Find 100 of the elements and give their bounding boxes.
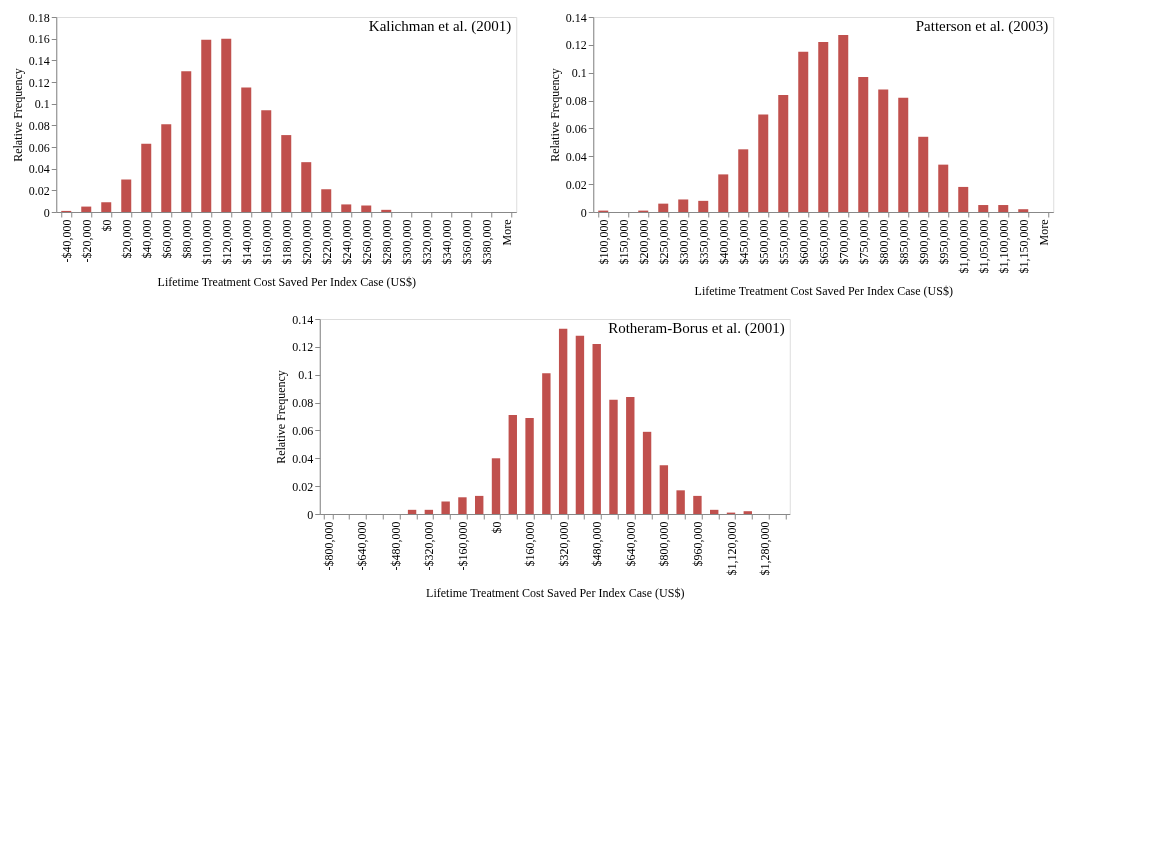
y-tick-label: 0.06	[28, 140, 50, 155]
x-tick-label: $380,000	[479, 219, 494, 265]
bar	[542, 373, 551, 514]
y-tick-label: 0.08	[565, 94, 587, 109]
y-tick-label: 0	[307, 507, 314, 522]
bar	[659, 465, 669, 514]
x-tick-label: $600,000	[796, 219, 811, 265]
x-tick-label: $160,000	[259, 219, 274, 265]
bar	[678, 199, 689, 212]
bar	[858, 76, 869, 212]
x-tick-label: More	[1036, 219, 1051, 246]
bar	[407, 509, 417, 514]
x-tick-label: $1,050,000	[976, 219, 991, 274]
y-tick-label: 0.16	[28, 32, 50, 47]
bar	[998, 205, 1009, 212]
x-tick-label: -$320,000	[422, 521, 437, 571]
x-tick-label: $1,150,000	[1016, 219, 1031, 274]
bar	[676, 490, 685, 514]
bar	[525, 417, 534, 514]
x-tick-label: $400,000	[716, 219, 731, 265]
x-tick-label: -$20,000	[79, 219, 94, 263]
bar	[718, 174, 729, 212]
x-tick-label: $550,000	[776, 219, 791, 265]
y-tick-label: 0.12	[565, 38, 587, 53]
y-tick-label: 0.18	[28, 10, 50, 25]
bar	[738, 149, 749, 212]
bar	[491, 458, 501, 514]
x-tick-label: $960,000	[690, 521, 705, 567]
bar	[958, 186, 969, 212]
y-tick-label: 0.04	[28, 162, 50, 177]
bar	[1018, 209, 1029, 212]
bar	[508, 415, 517, 514]
bar	[710, 509, 719, 514]
bar	[121, 179, 132, 212]
bar	[221, 38, 232, 212]
x-tick-label: $320,000	[556, 521, 571, 567]
x-tick-label: $1,100,000	[996, 219, 1011, 274]
x-tick-label: $150,000	[616, 219, 631, 265]
bar	[978, 205, 989, 212]
bar	[141, 143, 152, 212]
bar	[441, 501, 450, 514]
x-tick-label: $280,000	[379, 219, 394, 265]
y-tick-label: 0.04	[292, 451, 314, 466]
x-tick-label: $480,000	[590, 521, 605, 567]
x-tick-label: $950,000	[936, 219, 951, 265]
bar	[261, 110, 272, 212]
bar	[458, 497, 467, 514]
y-tick-label: 0.12	[292, 340, 314, 355]
bar	[758, 114, 769, 212]
x-tick-label: $250,000	[656, 219, 671, 265]
bar	[878, 89, 889, 212]
x-tick-label: $20,000	[119, 219, 134, 259]
y-axis-title: Relative Frequency	[274, 370, 289, 464]
bar	[81, 206, 92, 212]
x-tick-label: $220,000	[319, 219, 334, 265]
bar	[798, 51, 809, 212]
bar	[743, 511, 752, 514]
x-tick-label: $700,000	[836, 219, 851, 265]
y-tick-label: 0.06	[292, 423, 314, 438]
bar	[642, 431, 652, 514]
x-tick-label: $240,000	[339, 219, 354, 265]
x-tick-label: -$800,000	[321, 521, 336, 571]
bar	[918, 136, 929, 212]
bar	[838, 35, 849, 212]
bar	[101, 202, 112, 212]
x-tick-label: $1,280,000	[758, 521, 773, 576]
bar	[698, 200, 709, 212]
x-tick-label: $200,000	[299, 219, 314, 265]
bar	[575, 335, 585, 514]
x-tick-label: -$640,000	[355, 521, 370, 571]
x-tick-label: $0	[99, 219, 114, 232]
bar	[381, 209, 392, 212]
x-tick-label: $350,000	[696, 219, 711, 265]
x-tick-label: $450,000	[736, 219, 751, 265]
bar	[818, 42, 829, 212]
x-tick-label: $800,000	[876, 219, 891, 265]
bar	[321, 189, 332, 212]
y-tick-label: 0.12	[28, 75, 50, 90]
bar	[558, 328, 568, 514]
bar	[181, 71, 192, 212]
bar	[361, 205, 372, 212]
x-tick-label: $340,000	[439, 219, 454, 265]
x-tick-label: $200,000	[636, 219, 651, 265]
bar	[592, 344, 601, 514]
y-tick-label: 0.08	[28, 118, 50, 133]
y-tick-label: 0.04	[565, 149, 587, 164]
x-tick-label: $650,000	[816, 219, 831, 265]
x-tick-label: $1,120,000	[724, 521, 739, 576]
x-tick-label: $300,000	[676, 219, 691, 265]
x-tick-label: -$160,000	[455, 521, 470, 571]
x-tick-label: $360,000	[459, 219, 474, 265]
x-tick-label: $1,000,000	[956, 219, 971, 274]
x-tick-label: $320,000	[419, 219, 434, 265]
bar	[424, 509, 434, 514]
y-tick-label: 0.14	[565, 10, 587, 25]
x-tick-label: $640,000	[623, 521, 638, 567]
bar	[241, 87, 252, 212]
x-tick-label: $60,000	[159, 219, 174, 259]
x-tick-label: $750,000	[856, 219, 871, 265]
bar	[693, 495, 702, 514]
